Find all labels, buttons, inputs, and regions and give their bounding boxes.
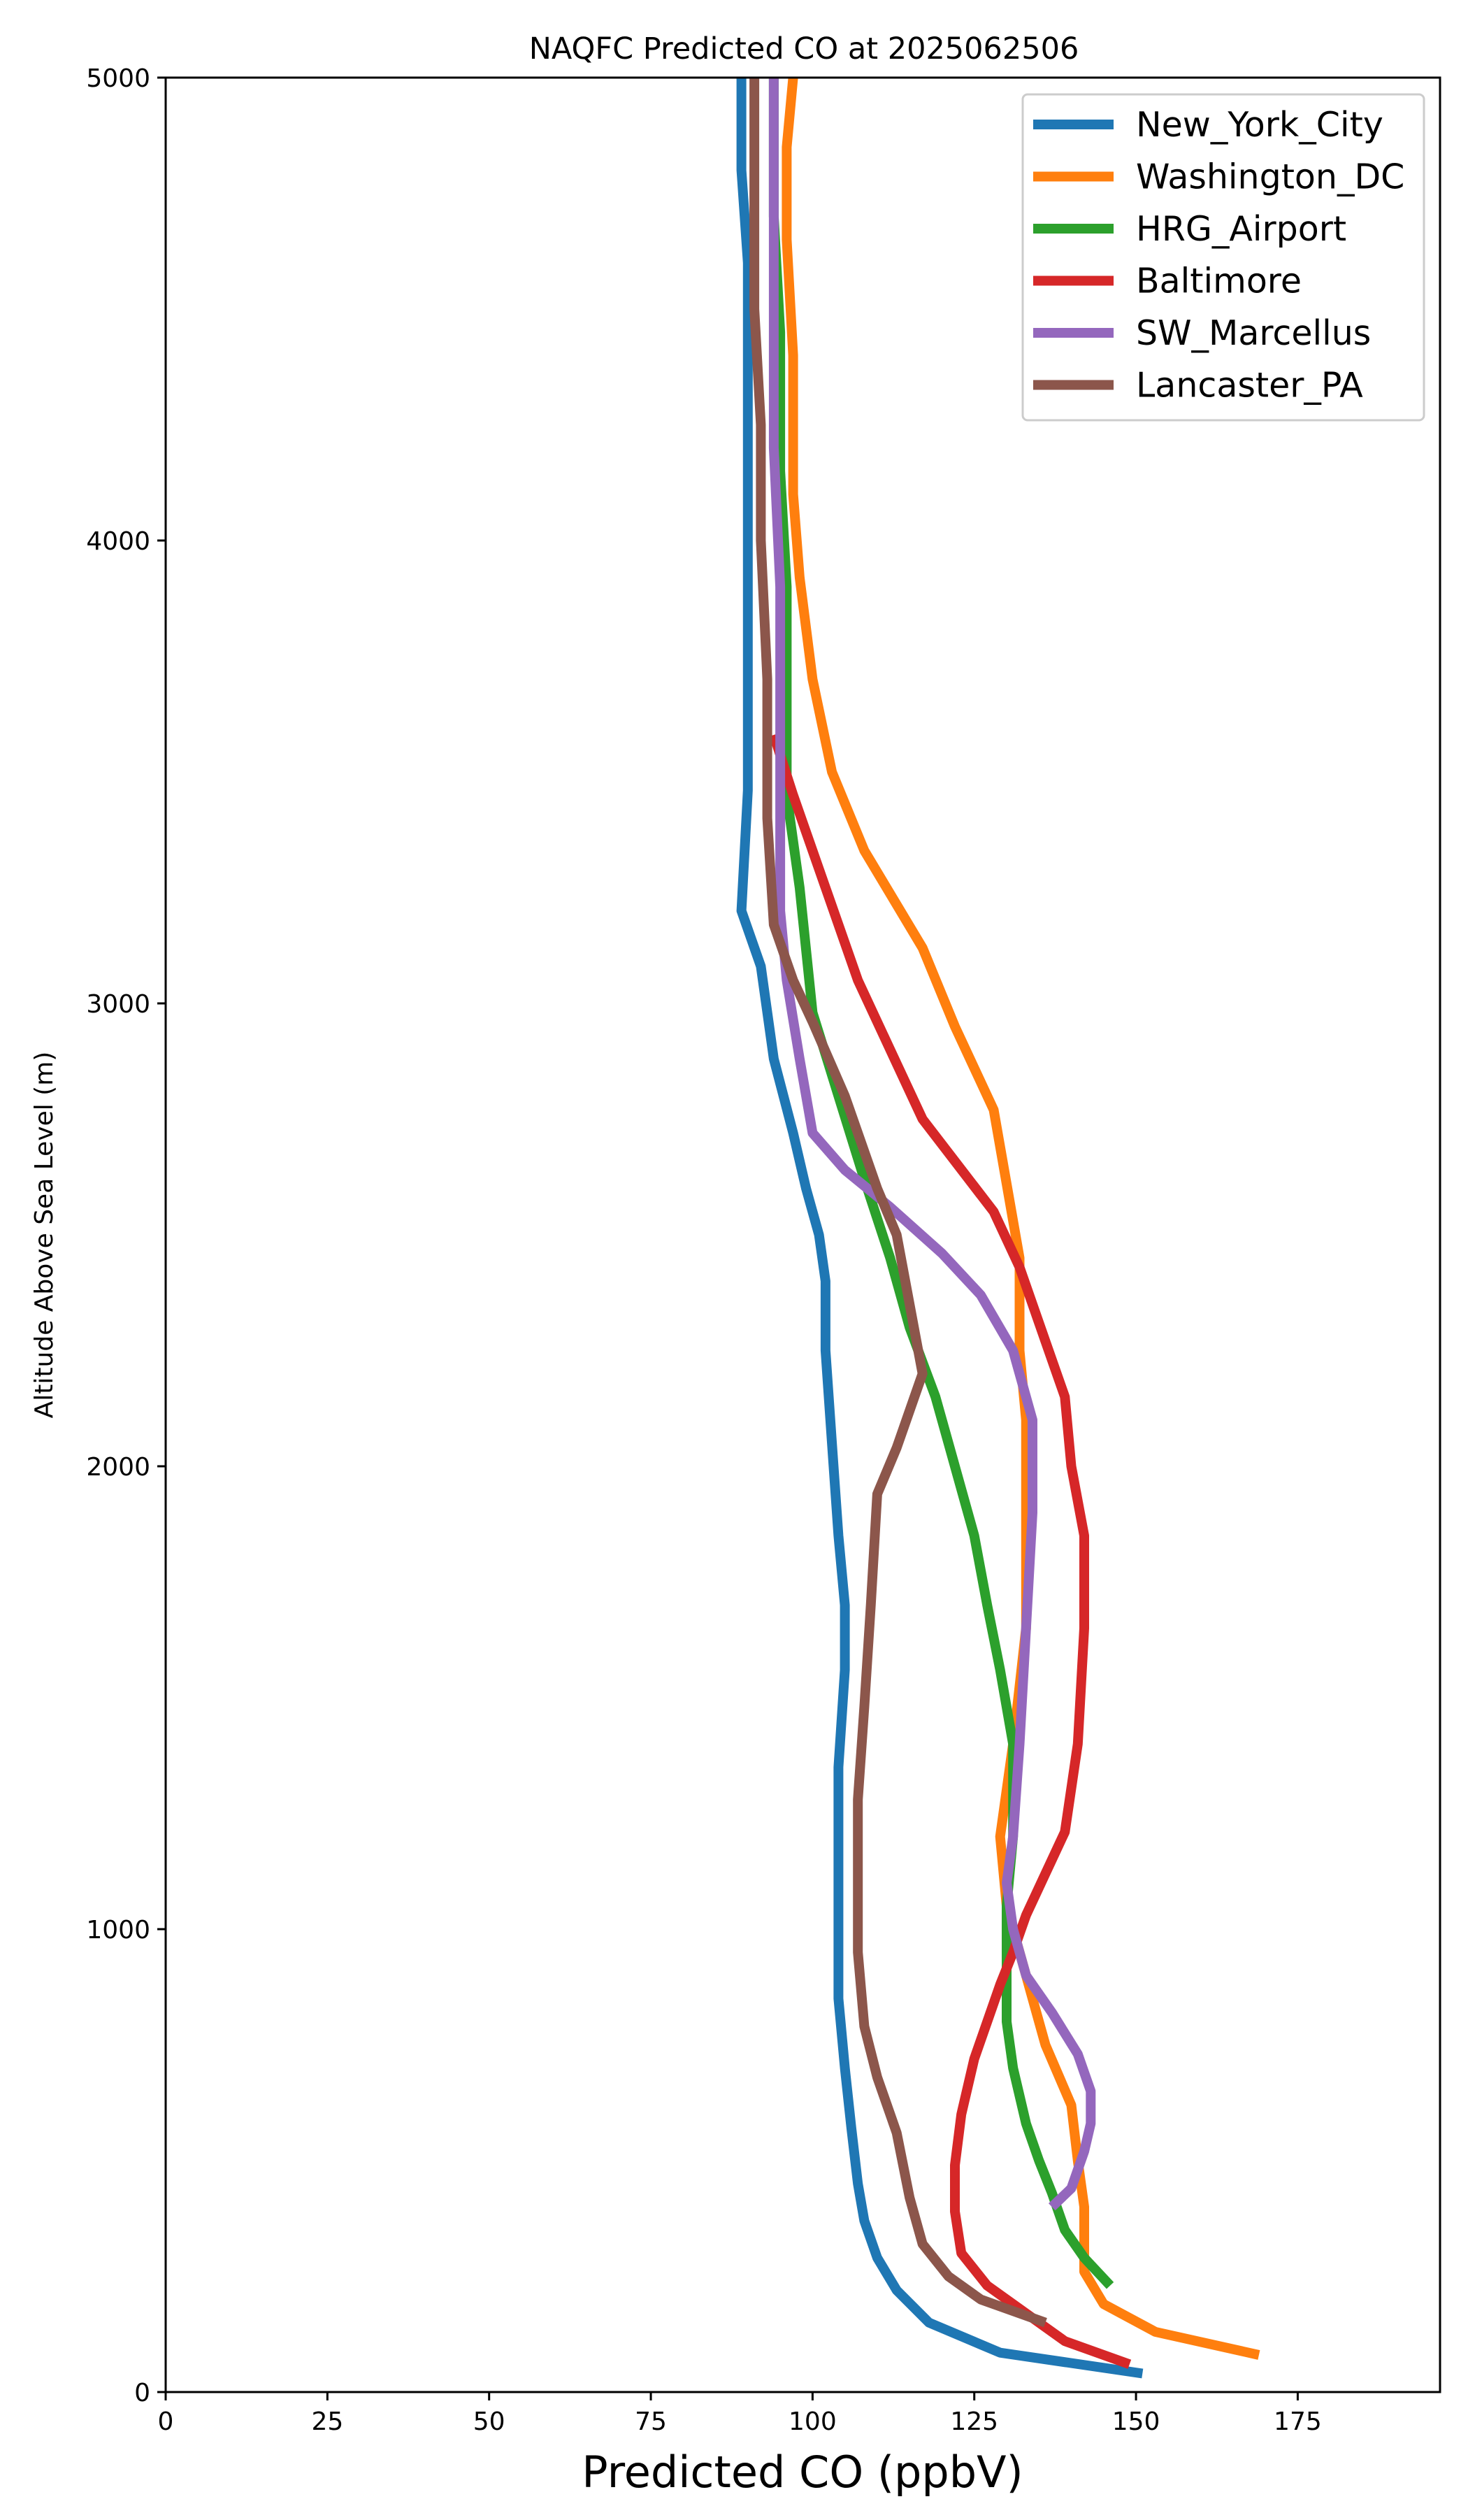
- y-tick-label: 3000: [86, 990, 150, 1019]
- x-tick-label: 100: [789, 2407, 837, 2436]
- x-tick-label: 0: [158, 2407, 174, 2436]
- legend-label-new-york-city: New_York_City: [1136, 105, 1383, 145]
- y-tick-label: 2000: [86, 1453, 150, 1482]
- legend-label-washington-dc: Washington_DC: [1136, 157, 1404, 197]
- legend: New_York_City Washington_DC HRG_Airport Bal…: [1021, 93, 1425, 422]
- x-axis: 0 25 50 75 100 125 150 175: [158, 2392, 1322, 2436]
- legend-frame: [1021, 93, 1425, 422]
- series-layer: [736, 77, 1260, 2379]
- x-tick-label: 125: [950, 2407, 998, 2436]
- y-axis-label: Altitude Above Sea Level (m): [30, 1052, 59, 1419]
- x-tick-label: 175: [1274, 2407, 1322, 2436]
- plot-area-frame: [164, 76, 1441, 2393]
- legend-label-sw-marcellus: SW_Marcellus: [1136, 313, 1371, 353]
- series-line-lancaster-pa: [749, 78, 1047, 2328]
- x-tick-label: 75: [635, 2407, 667, 2436]
- x-tick-label: 50: [473, 2407, 505, 2436]
- legend-label-lancaster-pa: Lancaster_PA: [1136, 366, 1363, 406]
- x-axis-label: Predicted CO (ppbV): [582, 2447, 1023, 2498]
- y-tick-label: 1000: [86, 1916, 150, 1945]
- legend-items: New_York_City Washington_DC HRG_Airport Bal…: [1033, 105, 1404, 406]
- y-tick-label: 4000: [86, 527, 150, 556]
- y-tick-label: 5000: [86, 64, 150, 93]
- y-axis: 0 1000 2000 3000 4000 5000: [86, 64, 166, 2407]
- series-line-sw-marcellus: [768, 78, 1096, 2211]
- series-line-hrg-airport: [768, 78, 1114, 2289]
- y-tick-label: 0: [134, 2379, 150, 2407]
- x-tick-label: 25: [311, 2407, 343, 2436]
- chart-title: NAQFC Predicted CO at 2025062506: [529, 31, 1079, 66]
- legend-label-baltimore: Baltimore: [1136, 262, 1302, 301]
- series-line-baltimore: [769, 733, 1132, 2369]
- series-line-new-york-city: [736, 78, 1144, 2379]
- legend-label-hrg-airport: HRG_Airport: [1136, 209, 1346, 249]
- x-tick-label: 150: [1112, 2407, 1160, 2436]
